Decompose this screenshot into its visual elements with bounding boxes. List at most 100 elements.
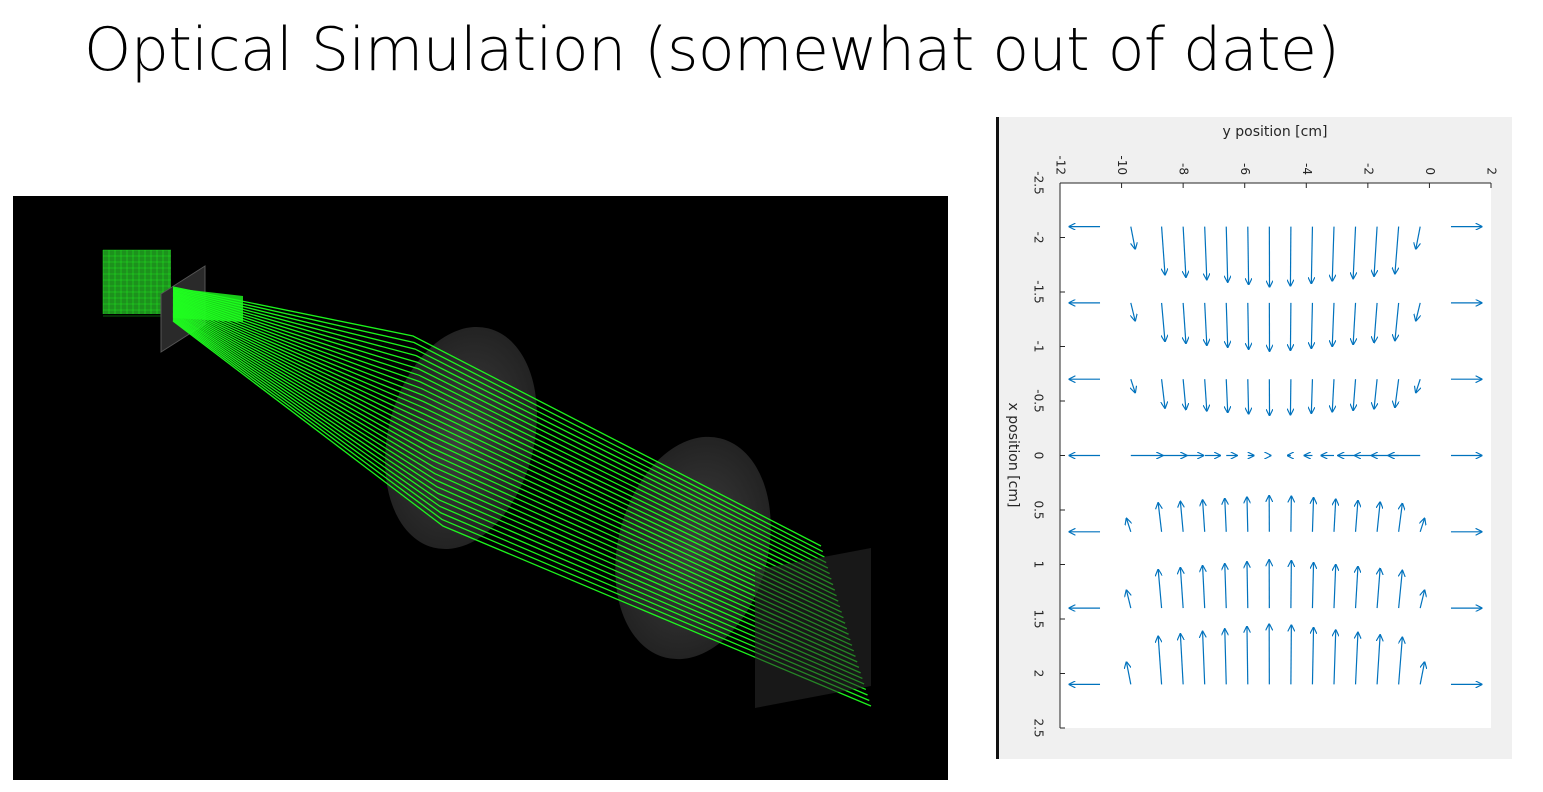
- vector-arrow: [1247, 626, 1248, 685]
- y-tick-label: 0.5: [1032, 500, 1046, 519]
- vector-arrow: [1377, 568, 1380, 609]
- x-tick-label: -8: [1177, 163, 1191, 175]
- vector-arrow: [1356, 501, 1358, 532]
- vector-arrow: [1131, 302, 1135, 321]
- vector-arrow: [1226, 226, 1227, 282]
- vector-arrow: [1158, 636, 1161, 685]
- vector-arrow: [1332, 379, 1334, 412]
- vector-arrow: [1203, 566, 1205, 609]
- vector-arrow: [1353, 226, 1355, 279]
- vector-arrow: [1312, 498, 1313, 532]
- quiver-plot: -12 -10 -8 -6 -4 -2 0 2 -2.5 -2 -1.5 -1 -0.5 0 0.5 1 1.…: [1005, 124, 1499, 738]
- ray: [172, 306, 851, 641]
- vector-arrow: [1419, 662, 1424, 685]
- ray-bundle: [172, 286, 872, 707]
- ray: [172, 295, 836, 591]
- ray: [172, 287, 824, 553]
- x-tick-label: -12: [1054, 155, 1068, 175]
- ray: [172, 320, 872, 707]
- ray: [172, 289, 827, 564]
- ray: [172, 314, 863, 680]
- vector-arrow: [1248, 302, 1249, 349]
- x-tick-label: -2: [1361, 163, 1375, 175]
- vector-arrow: [1162, 302, 1165, 342]
- vector-arrow: [1183, 379, 1186, 409]
- ray: [172, 301, 844, 619]
- vector-arrow: [1334, 630, 1336, 685]
- vector-arrow: [1226, 379, 1227, 412]
- vector-arrow: [1353, 379, 1355, 410]
- y-tick-label: 1.5: [1032, 609, 1046, 628]
- y-tick-label: 1: [1032, 561, 1046, 569]
- detector-plane: [755, 548, 871, 708]
- vector-arrow: [1395, 379, 1399, 407]
- vector-arrow: [1180, 634, 1183, 685]
- x-tick-label: 0: [1423, 167, 1437, 175]
- x-tick-label: 2: [1485, 167, 1499, 175]
- ray: [172, 291, 829, 569]
- vector-arrow: [1398, 570, 1403, 609]
- x-tick-label: -10: [1115, 155, 1129, 175]
- vector-arrow: [1205, 302, 1207, 345]
- y-tick-label: -1: [1032, 341, 1046, 353]
- vector-arrow: [1162, 379, 1165, 408]
- y-tick-label: 2.5: [1032, 718, 1046, 737]
- vector-arrow: [1312, 628, 1313, 685]
- ray: [172, 298, 839, 602]
- ray-convergence: [173, 288, 243, 322]
- vector-arrow: [1353, 302, 1355, 345]
- vector-arrow: [1126, 662, 1132, 685]
- ray: [172, 311, 858, 663]
- x-axis-title: y position [cm]: [1223, 124, 1328, 140]
- vector-arrow: [1332, 302, 1334, 347]
- ray: [172, 308, 855, 652]
- ray: [172, 319, 870, 702]
- vector-arrow: [1374, 226, 1377, 277]
- plot-area: [1060, 183, 1491, 728]
- vector-arrow: [1203, 631, 1205, 685]
- vector-arrow: [1377, 635, 1380, 685]
- ray: [172, 286, 822, 547]
- vector-arrow: [1126, 518, 1130, 532]
- vector-arrow: [1398, 637, 1403, 685]
- vector-arrow: [1416, 226, 1421, 249]
- vector-arrow: [1126, 590, 1130, 609]
- ray: [172, 318, 868, 696]
- vector-arrow: [1356, 632, 1358, 685]
- ray-trace-panel: [13, 196, 948, 780]
- vector-arrow: [1180, 568, 1183, 609]
- ray: [172, 313, 861, 674]
- quiver-plot-panel: -12 -10 -8 -6 -4 -2 0 2 -2.5 -2 -1.5 -1 -0.5 0 0.5 1 1.…: [996, 117, 1512, 759]
- vector-arrow: [1225, 629, 1226, 685]
- vector-arrow: [1247, 497, 1248, 532]
- y-axis-title: x position [cm]: [1005, 403, 1021, 508]
- vector-arrow: [1377, 502, 1380, 532]
- vector-arrow: [1420, 590, 1424, 609]
- ray: [172, 304, 848, 630]
- vector-arrow: [1205, 379, 1207, 411]
- vector-arrow: [1226, 302, 1227, 347]
- vector-arrow: [1399, 504, 1403, 532]
- ray: [172, 315, 865, 685]
- ray: [172, 299, 841, 608]
- vector-arrow: [1248, 226, 1249, 285]
- ray: [172, 300, 842, 613]
- ray: [172, 293, 832, 580]
- vector-arrow: [1416, 379, 1420, 392]
- vector-arrow: [1311, 302, 1312, 348]
- vector-arrow: [1158, 570, 1161, 609]
- slide-title: Optical Simulation (somewhat out of date…: [84, 15, 1340, 85]
- ray: [172, 292, 830, 575]
- ray: [172, 312, 860, 668]
- ray: [172, 288, 825, 558]
- vector-arrow: [1416, 302, 1420, 321]
- vector-arrow: [1131, 379, 1135, 392]
- vector-arrow: [1374, 302, 1377, 343]
- vector-arrow: [1311, 379, 1312, 413]
- vector-arrow: [1311, 226, 1312, 284]
- source-box: [102, 249, 171, 317]
- vector-arrow: [1247, 562, 1248, 609]
- vector-arrow: [1162, 226, 1165, 275]
- vector-arrow: [1225, 564, 1226, 609]
- vector-arrow: [1356, 567, 1358, 609]
